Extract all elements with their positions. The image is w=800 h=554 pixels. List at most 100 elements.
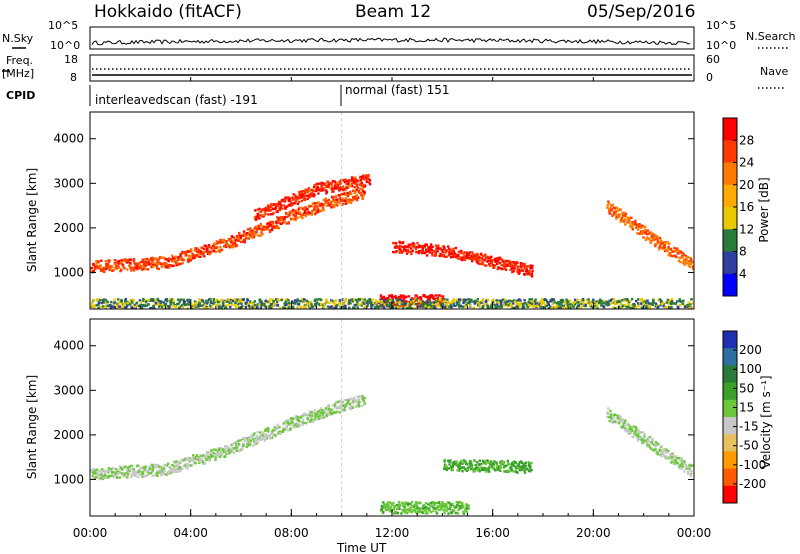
velocity-echo-cell xyxy=(118,476,121,479)
power-echo-cell xyxy=(262,215,265,218)
power-echo-cell xyxy=(309,194,313,198)
power-echo-cell xyxy=(392,250,395,254)
power-echo-cell xyxy=(348,306,351,309)
velocity-echo-band xyxy=(606,407,694,478)
power-echo-cell xyxy=(441,250,444,254)
velocity-echo-cell xyxy=(242,436,245,440)
velocity-echo-cell xyxy=(150,463,153,466)
velocity-echo-cell xyxy=(235,440,238,443)
velocity-echo-cell xyxy=(243,439,246,442)
power-echo-cell xyxy=(333,180,336,183)
velocity-echo-cell xyxy=(321,409,324,412)
velocity-echo-cell xyxy=(392,501,395,505)
power-echo-cell xyxy=(253,232,256,235)
power-echo-cell xyxy=(187,298,190,302)
power-echo-cell xyxy=(607,200,610,203)
velocity-echo-cell xyxy=(163,469,166,472)
power-echo-cell xyxy=(626,301,630,304)
velocity-echo-cell xyxy=(313,418,316,421)
power-echo-cell xyxy=(581,299,584,302)
power-echo-cell xyxy=(510,306,513,309)
power-echo-cell xyxy=(382,295,386,299)
power-echo-cell xyxy=(657,298,660,302)
power-echo-cell xyxy=(341,185,345,188)
power-echo-cell xyxy=(445,255,448,258)
velocity-echo-cell xyxy=(462,459,466,462)
power-echo-cell xyxy=(447,245,450,248)
power-echo-cell xyxy=(653,234,656,237)
power-echo-cell xyxy=(476,252,479,256)
power-echo-cell xyxy=(339,188,343,191)
velocity-echo-cell xyxy=(274,434,277,437)
power-echo-cell xyxy=(95,304,99,307)
velocity-echo-cell xyxy=(609,413,613,416)
power-echo-cell xyxy=(160,256,164,259)
power-echo-cell xyxy=(223,245,226,248)
velocity-echo-cell xyxy=(230,448,233,451)
velocity-echo-cell xyxy=(395,512,398,515)
power-echo-cell xyxy=(324,200,328,203)
velocity-echo-cell xyxy=(443,460,446,463)
power-echo-cell xyxy=(372,301,375,305)
power-echo-cell xyxy=(258,303,261,307)
velocity-echo-cell xyxy=(618,422,621,425)
velocity-echo-cell xyxy=(158,465,161,468)
power-echo-cell xyxy=(259,298,262,302)
power-echo-cell xyxy=(298,194,301,197)
velocity-echo-cell xyxy=(287,423,290,426)
power-echo-cell xyxy=(523,302,526,305)
velocity-echo-cell xyxy=(606,415,609,419)
velocity-echo-cell xyxy=(147,467,151,470)
power-echo-cell xyxy=(406,250,409,254)
velocity-echo-cell xyxy=(382,503,385,506)
power-echo-cell xyxy=(318,303,321,307)
power-echo-cell xyxy=(185,253,188,256)
power-echo-cell xyxy=(285,222,288,225)
power-echo-cell xyxy=(290,210,293,213)
power-colorbar-tick-label: 8 xyxy=(739,245,747,259)
power-echo-cell xyxy=(270,303,273,306)
power-echo-cell xyxy=(642,300,645,304)
power-echo-cell xyxy=(280,199,284,202)
velocity-echo-cell xyxy=(530,468,533,472)
velocity-echo-cell xyxy=(447,467,450,470)
power-echo-cell xyxy=(382,299,386,302)
power-echo-cell xyxy=(425,250,428,253)
power-echo-cell xyxy=(363,298,366,301)
power-echo-cell xyxy=(333,185,337,188)
velocity-echo-cell xyxy=(514,467,518,470)
power-echo-cell xyxy=(523,263,526,266)
velocity-echo-cell xyxy=(312,412,315,415)
power-echo-cell xyxy=(481,306,484,310)
velocity-echo-cell xyxy=(489,460,493,463)
power-echo-cell xyxy=(337,194,341,197)
power-echo-cell xyxy=(377,300,381,303)
power-echo-cell xyxy=(152,304,155,308)
power-echo-cell xyxy=(128,258,131,261)
power-echo-cell xyxy=(294,194,297,197)
power-echo-cell xyxy=(630,297,634,301)
power-echo-cell xyxy=(399,245,403,248)
power-echo-cell xyxy=(573,302,577,306)
velocity-echo-cell xyxy=(481,466,485,470)
power-echo-cell xyxy=(565,306,568,309)
power-echo-cell xyxy=(687,255,690,259)
velocity-echo-cell xyxy=(289,423,292,427)
power-echo-cell xyxy=(496,303,499,306)
power-echo-cell xyxy=(320,209,323,213)
power-echo-cell xyxy=(167,259,170,263)
power-echo-cell xyxy=(210,305,214,308)
velocity-echo-cell xyxy=(221,451,225,454)
power-echo-cell xyxy=(172,256,175,260)
velocity-echo-cell xyxy=(349,407,353,411)
power-echo-cell xyxy=(280,204,283,207)
power-echo-cell xyxy=(235,305,238,308)
power-echo-cell xyxy=(641,230,644,233)
velocity-echo-cell xyxy=(451,468,454,471)
power-echo-cell xyxy=(666,298,670,302)
velocity-echo-cell xyxy=(626,422,630,426)
power-echo-cell xyxy=(542,302,546,305)
velocity-echo-cell xyxy=(220,447,223,450)
power-echo-cell xyxy=(310,303,313,306)
power-echo-cell xyxy=(297,200,301,204)
